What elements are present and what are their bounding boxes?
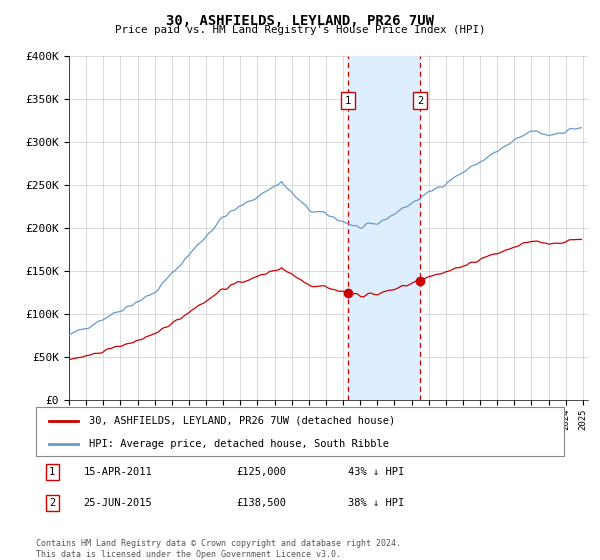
Text: 1: 1	[345, 96, 351, 106]
Text: 43% ↓ HPI: 43% ↓ HPI	[347, 467, 404, 477]
Text: £125,000: £125,000	[236, 467, 287, 477]
Text: 30, ASHFIELDS, LEYLAND, PR26 7UW (detached house): 30, ASHFIELDS, LEYLAND, PR26 7UW (detach…	[89, 416, 395, 426]
Text: Price paid vs. HM Land Registry's House Price Index (HPI): Price paid vs. HM Land Registry's House …	[115, 25, 485, 35]
Text: 2: 2	[417, 96, 423, 106]
Text: 1: 1	[49, 467, 55, 477]
Text: £138,500: £138,500	[236, 498, 287, 508]
Text: 38% ↓ HPI: 38% ↓ HPI	[347, 498, 404, 508]
FancyBboxPatch shape	[36, 407, 564, 456]
Bar	[348, 56, 420, 400]
Text: Contains HM Land Registry data © Crown copyright and database right 2024.
This d: Contains HM Land Registry data © Crown c…	[36, 539, 401, 559]
Text: HPI: Average price, detached house, South Ribble: HPI: Average price, detached house, Sout…	[89, 439, 389, 449]
Text: 15-APR-2011: 15-APR-2011	[83, 467, 152, 477]
Text: 2: 2	[49, 498, 55, 508]
Text: 25-JUN-2015: 25-JUN-2015	[83, 498, 152, 508]
Text: 30, ASHFIELDS, LEYLAND, PR26 7UW: 30, ASHFIELDS, LEYLAND, PR26 7UW	[166, 14, 434, 28]
